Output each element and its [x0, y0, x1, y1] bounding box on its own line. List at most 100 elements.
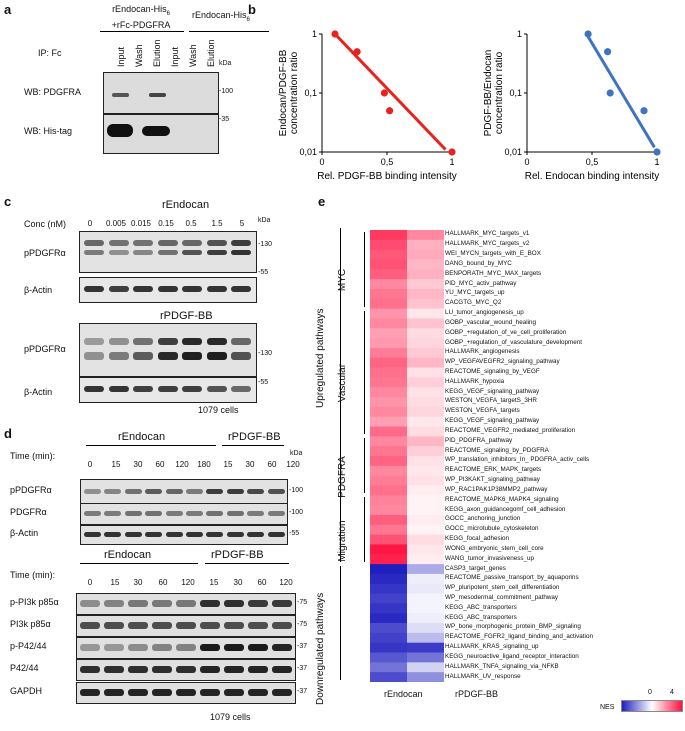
x-tick-label: 0,5: [381, 157, 394, 167]
heatmap-cell: [407, 338, 444, 349]
heatmap-cell: [370, 377, 407, 388]
pathway-label: WP_pluripotent_stem_cell_differentiation: [445, 584, 560, 592]
up-bracket: [340, 228, 341, 562]
c-actin-label-1: β-Actin: [24, 285, 53, 295]
pathway-label: REACTOME_VEGFR2_mediated_proliferation: [445, 426, 576, 434]
d-marker: -75: [297, 599, 308, 606]
d-underline2-top: [222, 445, 284, 446]
band: [84, 489, 101, 494]
time-value: 30: [133, 578, 143, 587]
band: [182, 250, 202, 255]
pathway-label: REACTOME_MAPK6_MAPK4_signaling: [445, 495, 559, 503]
heatmap-cell: [370, 406, 407, 418]
pathway-label: HALLMARK_TNFA_signaling_via_NFKB: [445, 662, 559, 670]
conc-label: Conc (nM): [24, 219, 67, 229]
y-tick-label: 1: [517, 29, 522, 39]
heatmap-cell: [407, 279, 444, 290]
d-time-label-bottom: Time (min):: [10, 570, 56, 580]
d-blot: [76, 593, 296, 615]
heatmap-cell: [407, 456, 444, 467]
band: [84, 532, 101, 537]
heatmap-cell: [370, 308, 407, 319]
c-marker-130-2: -130: [258, 350, 273, 357]
time-value: 60: [155, 460, 165, 469]
x-tick-label: 1: [654, 157, 659, 167]
group1-sub: 6: [166, 10, 170, 17]
data-point: [331, 30, 339, 38]
d-time-label-top: Time (min):: [10, 451, 56, 461]
band: [165, 511, 183, 516]
heatmap-cell: [370, 544, 407, 555]
band: [80, 600, 100, 607]
pathway-label: WANG_tumor_invasiveness_up: [445, 554, 535, 562]
band: [104, 532, 122, 537]
band: [206, 532, 224, 537]
heatmap-cell: [407, 652, 444, 663]
heatmap-cell: [407, 662, 444, 673]
heatmap-cell: [370, 436, 407, 447]
y-tick-label: 0,1: [509, 88, 522, 98]
d-underline1-bottom: [80, 563, 198, 564]
wb2-marker: -35: [219, 116, 230, 123]
band: [267, 489, 285, 494]
d-marker: -37: [297, 665, 308, 672]
blot-c-actin-endocan: [79, 277, 257, 303]
conc-value: 0.15: [158, 219, 174, 228]
conc-value: 0.005: [105, 219, 127, 228]
band: [165, 532, 183, 537]
heatmap-cell: [370, 347, 407, 359]
group-bracket: [364, 497, 365, 563]
heatmap-cell: [370, 475, 407, 486]
pathway-label: REACTOME_FGFR2_ligand_binding_and_activa…: [445, 633, 593, 641]
band: [176, 622, 196, 629]
band: [133, 386, 153, 392]
group-label-wrap: Vascular: [337, 364, 386, 402]
band: [224, 622, 244, 629]
col-label-endocan: rEndocan: [384, 689, 423, 699]
lane-label: Input: [116, 46, 126, 67]
data-point: [604, 48, 612, 56]
band: [80, 666, 100, 673]
d-kda-top: kDa: [290, 450, 303, 457]
d-underline2-bottom: [205, 563, 289, 564]
band: [133, 352, 153, 360]
band: [104, 666, 124, 673]
pathway-label: REACTOME_ERK_MAPK_targets: [445, 466, 542, 474]
panel-c-title2: rPDGF-BB: [160, 310, 213, 322]
band: [133, 250, 153, 255]
d-blot: [76, 659, 296, 681]
pathway-label: GOCC_anchoring_junction: [445, 515, 521, 523]
d-cells: 1079 cells: [210, 712, 251, 722]
band: [84, 250, 104, 255]
heatmap-cell: [370, 514, 407, 526]
heatmap-cell: [370, 446, 407, 457]
d-blot: [76, 682, 296, 704]
data-point: [653, 148, 661, 156]
heatmap-cell: [407, 514, 444, 526]
heatmap-cell: [407, 642, 444, 653]
group-label: MYC: [337, 269, 348, 292]
band: [108, 352, 129, 360]
band: [231, 240, 251, 246]
lane-label: Elution: [152, 39, 162, 67]
band: [224, 600, 244, 607]
pathway-label: YU_MYC_targets_up: [445, 289, 505, 297]
y-axis-label-2: concentration ratio: [289, 51, 300, 134]
c-p-label-2: pPDGFRα: [24, 344, 66, 354]
pathway-label: HALLMARK_MYC_targets_v1: [445, 230, 530, 238]
panel-a-group1-label: rEndocan-His6 +rFc-PDGFRA: [96, 4, 186, 31]
data-point: [380, 89, 388, 97]
group-label-wrap: Migration: [337, 520, 389, 561]
fit-line: [586, 35, 656, 149]
band: [231, 386, 251, 392]
heatmap-cell: [370, 249, 407, 260]
d-blot: [80, 525, 288, 545]
band: [206, 286, 227, 292]
heatmap-cell: [370, 318, 407, 329]
band: [80, 644, 100, 651]
time-value: 60: [267, 460, 277, 469]
heatmap-cell: [407, 298, 444, 310]
heatmap-cell: [370, 534, 407, 545]
heatmap-cell: [407, 485, 444, 496]
